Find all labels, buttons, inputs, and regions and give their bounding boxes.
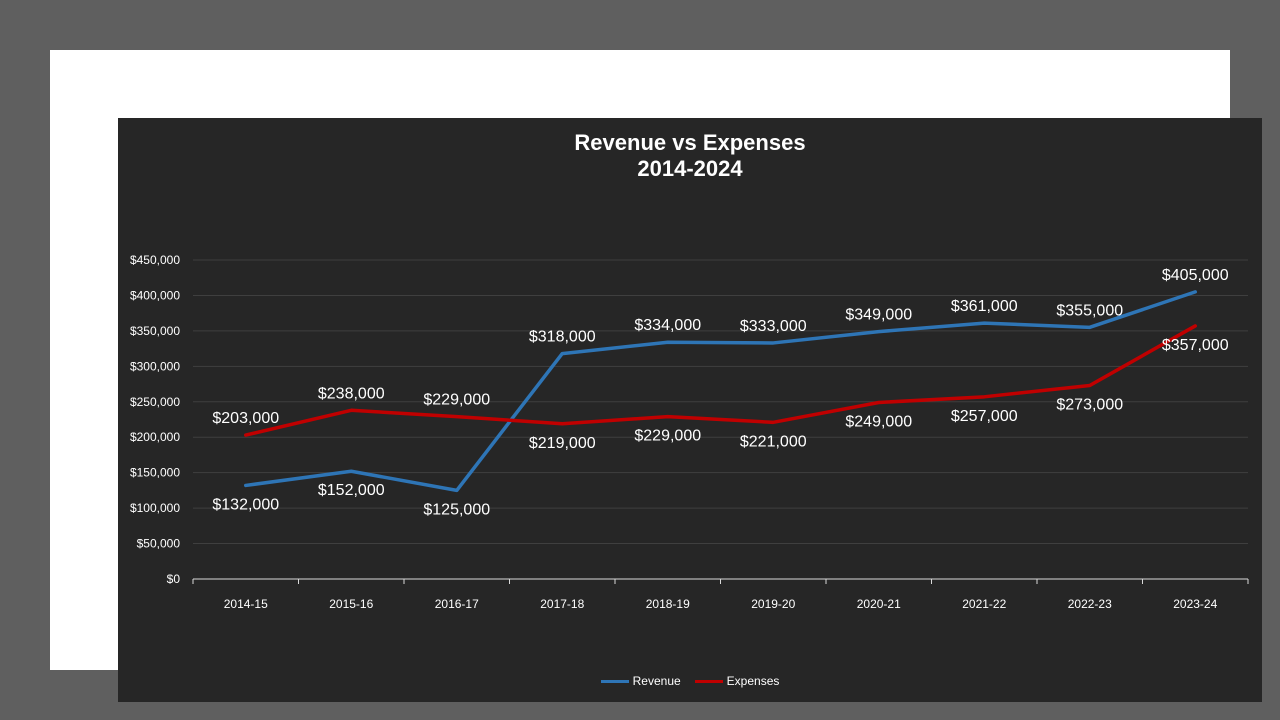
data-label-expenses: $249,000 [845, 413, 912, 430]
legend-swatch-expenses [694, 679, 723, 683]
legend-swatch-revenue [600, 679, 629, 683]
data-label-revenue: $132,000 [212, 496, 279, 513]
y-tick-label: $350,000 [130, 324, 180, 338]
y-tick-label: $150,000 [130, 466, 180, 480]
data-label-expenses: $203,000 [212, 410, 279, 427]
x-tick-label: 2018-19 [646, 597, 690, 611]
chart-legend: Revenue Expenses [118, 674, 1262, 688]
y-tick-label: $200,000 [130, 430, 180, 444]
y-tick-label: $450,000 [130, 253, 180, 267]
y-tick-label: $50,000 [137, 537, 181, 551]
x-tick-label: 2014-15 [224, 597, 268, 611]
data-label-expenses: $229,000 [634, 428, 701, 445]
data-label-expenses: $221,000 [740, 433, 807, 450]
data-label-expenses: $273,000 [1056, 396, 1123, 413]
legend-item-revenue: Revenue [600, 674, 681, 688]
chart-frame: $0 $50,000 $100,000 $150,000 $200,000 $250,00… [50, 50, 1262, 702]
data-label-expenses: $229,000 [423, 392, 490, 409]
chart-area: $0 $50,000 $100,000 $150,000 $200,000 $250,00… [118, 118, 1262, 702]
data-label-revenue: $355,000 [1056, 302, 1123, 319]
data-label-revenue: $152,000 [318, 482, 385, 499]
x-tick-label: 2019-20 [751, 597, 795, 611]
y-tick-label: $300,000 [130, 359, 180, 373]
legend-item-expenses: Expenses [694, 674, 780, 688]
x-tick-label: 2023-24 [1173, 597, 1217, 611]
y-tick-label: $100,000 [130, 501, 180, 515]
data-label-revenue: $361,000 [951, 298, 1018, 315]
data-label-expenses: $257,000 [951, 408, 1018, 425]
data-label-revenue: $125,000 [423, 501, 490, 518]
data-label-expenses: $238,000 [318, 385, 385, 402]
x-tick-label: 2015-16 [329, 597, 373, 611]
y-tick-label: $0 [167, 572, 181, 586]
x-tick-label: 2017-18 [540, 597, 584, 611]
x-tick-label: 2016-17 [435, 597, 479, 611]
line-chart: $0 $50,000 $100,000 $150,000 $200,000 $250,00… [130, 253, 1249, 611]
chart-title: Revenue vs Expenses [574, 130, 806, 155]
legend-label-expenses: Expenses [726, 674, 780, 688]
x-tick-label: 2022-23 [1068, 597, 1112, 611]
data-label-expenses: $219,000 [529, 435, 596, 452]
chart-subtitle: 2014-2024 [637, 156, 743, 181]
data-label-revenue: $334,000 [634, 317, 701, 334]
legend-label-revenue: Revenue [632, 674, 681, 688]
data-label-revenue: $405,000 [1162, 267, 1229, 284]
series-line-expenses [244, 324, 1197, 437]
data-label-revenue: $349,000 [845, 307, 912, 324]
data-label-revenue: $318,000 [529, 329, 596, 346]
y-tick-label: $250,000 [130, 395, 180, 409]
y-tick-label: $400,000 [130, 288, 180, 302]
x-tick-label: 2020-21 [857, 597, 901, 611]
x-tick-label: 2021-22 [962, 597, 1006, 611]
data-label-expenses: $357,000 [1162, 337, 1229, 354]
data-label-revenue: $333,000 [740, 318, 807, 335]
series-line-revenue [244, 290, 1197, 493]
chart-title-block: Revenue vs Expenses 2014-2024 [118, 130, 1262, 182]
